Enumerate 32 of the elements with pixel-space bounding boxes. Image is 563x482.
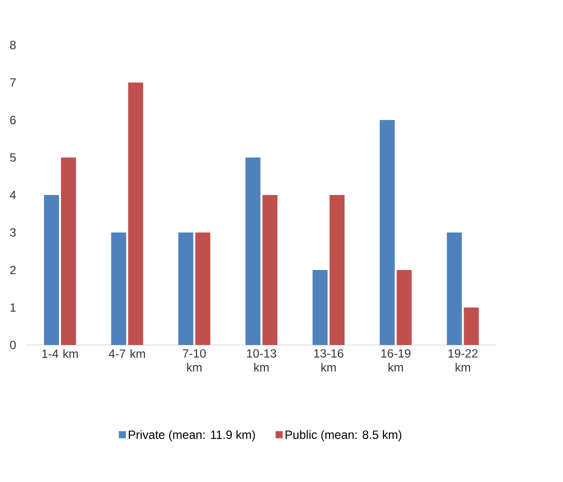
bar	[128, 82, 144, 345]
bar	[111, 232, 126, 345]
bar	[396, 270, 412, 345]
bar	[44, 195, 60, 345]
y-tick-label: 1	[10, 303, 16, 312]
legend-label: Private (mean: 11.9 km)	[128, 430, 255, 442]
y-tick-label: 4	[10, 190, 16, 200]
bar	[178, 232, 194, 345]
x-tick-label: 16-19 km	[381, 349, 410, 372]
y-tick-label: 8	[10, 40, 16, 50]
legend-label: Public (mean: 8.5 km)	[286, 430, 402, 442]
bar	[312, 270, 328, 345]
x-tick-label: 19-22 km	[448, 349, 478, 372]
y-tick-label: 0	[10, 340, 16, 350]
bar	[380, 120, 395, 345]
y-tick-label: 6	[10, 116, 16, 124]
y-tick-label: 2	[10, 266, 16, 274]
y-tick-label: 5	[10, 153, 16, 162]
x-tick-label: 13-16 km	[314, 349, 344, 372]
bar	[195, 232, 210, 345]
bar	[446, 232, 462, 345]
x-tick-label: 7-10 km	[182, 349, 206, 372]
x-tick-label: 4-7 km	[108, 349, 145, 358]
bar	[245, 158, 260, 345]
y-tick-label: 7	[10, 78, 16, 87]
bar	[262, 195, 278, 345]
bar	[464, 308, 479, 345]
x-tick-label: 1-4 km	[42, 349, 78, 358]
bar	[330, 195, 345, 345]
x-tick-label: 10-13 km	[247, 349, 276, 372]
bar	[60, 158, 76, 345]
y-tick-label: 3	[10, 228, 16, 237]
